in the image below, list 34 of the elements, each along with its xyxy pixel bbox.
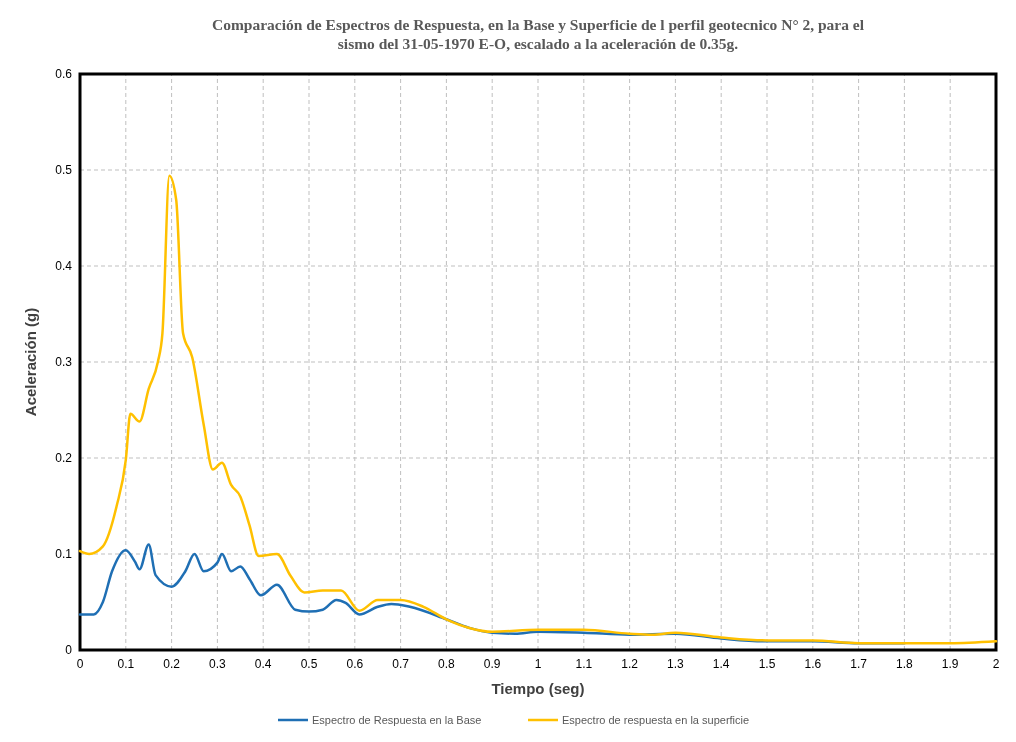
x-tick-label: 0.6	[346, 657, 364, 671]
x-tick-label: 1	[534, 657, 542, 671]
x-tick-label: 0	[76, 657, 84, 671]
x-tick-label: 0.9	[483, 657, 501, 671]
x-tick-label: 0.1	[117, 657, 135, 671]
y-tick-label: 0.1	[55, 547, 73, 561]
x-axis-title: Tiempo (seg)	[491, 680, 585, 697]
y-tick-label: 0	[65, 643, 73, 657]
line-series	[78, 174, 998, 645]
x-tick-label: 1.6	[804, 657, 822, 671]
legend-label: Espectro de respuesta en la superficie	[562, 714, 750, 726]
x-tick-label: 1.3	[667, 657, 685, 671]
x-tick-label: 0.4	[254, 657, 272, 671]
x-tick-label: 1.4	[712, 657, 730, 671]
x-tick-label: 0.5	[300, 657, 318, 671]
y-tick-label: 0.4	[55, 259, 73, 273]
x-tick-label: 1.9	[941, 657, 959, 671]
x-tick-label: 1.2	[621, 657, 639, 671]
x-tick-label: 1.1	[575, 657, 593, 671]
x-tick-label: 2	[992, 657, 1000, 671]
legend-label: Espectro de Respuesta en la Base	[312, 714, 482, 726]
x-tick-label: 1.8	[896, 657, 914, 671]
y-tick-label: 0.5	[55, 163, 73, 177]
y-tick-label: 0.3	[55, 355, 73, 369]
x-tick-label: 0.7	[392, 657, 410, 671]
x-tick-label: 1.7	[850, 657, 868, 671]
y-tick-label: 0.2	[55, 451, 73, 465]
y-tick-label: 0.6	[55, 67, 73, 81]
y-axis-title: Aceleración (g)	[22, 307, 39, 417]
x-tick-label: 0.2	[163, 657, 181, 671]
x-tick-label: 0.8	[438, 657, 456, 671]
x-tick-label: 0.3	[209, 657, 227, 671]
x-tick-label: 1.5	[758, 657, 776, 671]
chart-title: Comparación de Espectros de Respuesta, en la Base y Superficie de l perfil geotecnico N° 2, para el sismo del 31-05-1970 E-O, escalado a la aceleración de 0.35g.	[211, 16, 865, 52]
